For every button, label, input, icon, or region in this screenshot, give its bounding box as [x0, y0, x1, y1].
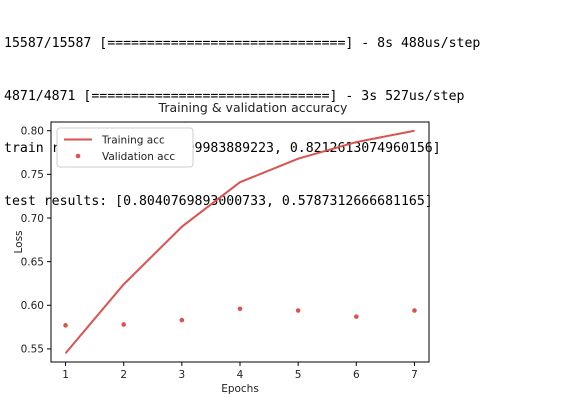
- x-tick-label: 4: [237, 369, 244, 381]
- y-tick-label: 0.65: [21, 256, 44, 268]
- validation-acc-point: [63, 323, 68, 328]
- x-tick-label: 1: [62, 369, 69, 381]
- y-tick-label: 0.70: [21, 213, 44, 225]
- validation-acc-point: [412, 308, 417, 313]
- y-axis: 0.55 0.60 0.65 0.70 0.75 0.80: [21, 126, 51, 356]
- y-tick-label: 0.60: [21, 300, 44, 312]
- y-axis-label: Loss: [13, 230, 25, 253]
- validation-acc-point: [295, 308, 301, 313]
- legend-label-training: Training acc: [101, 135, 165, 147]
- legend: Training acc Validation acc: [56, 127, 194, 168]
- y-tick-label: 0.80: [21, 126, 44, 138]
- y-tick-label: 0.55: [21, 344, 44, 356]
- x-tick-label: 5: [295, 369, 302, 381]
- legend-swatch-validation: [75, 153, 81, 159]
- chart-title: Training & validation accuracy: [158, 100, 349, 115]
- console-line-train-progress: 15587/15587 [===========================…: [4, 36, 481, 51]
- series-layer: [63, 129, 417, 354]
- console-line-test-progress: 4871/4871 [=============================…: [4, 88, 465, 104]
- x-tick-label: 2: [120, 369, 127, 381]
- accuracy-chart: Training & validation accuracy 1 2 3 4 5 6 7 0…: [13, 100, 430, 395]
- x-tick-label: 6: [353, 369, 360, 381]
- legend-box: [56, 127, 194, 168]
- series-line-training-acc: [64, 129, 415, 354]
- x-tick-label: 3: [179, 369, 186, 381]
- y-tick-label: 0.75: [21, 169, 44, 181]
- x-axis-label: Epochs: [221, 383, 259, 395]
- x-tick-label: 7: [411, 369, 418, 381]
- x-axis: 1 2 3 4 5 6 7: [62, 362, 418, 381]
- validation-acc-point: [121, 322, 126, 327]
- console-line-test-results: test results: [0.8040769893000733, 0.578…: [4, 193, 433, 209]
- console-output: 15587/15587 [===========================…: [4, 0, 480, 228]
- validation-acc-point: [237, 306, 243, 312]
- validation-acc-point: [179, 317, 185, 323]
- legend-label-validation: Validation acc: [102, 151, 175, 163]
- validation-acc-point: [354, 314, 359, 319]
